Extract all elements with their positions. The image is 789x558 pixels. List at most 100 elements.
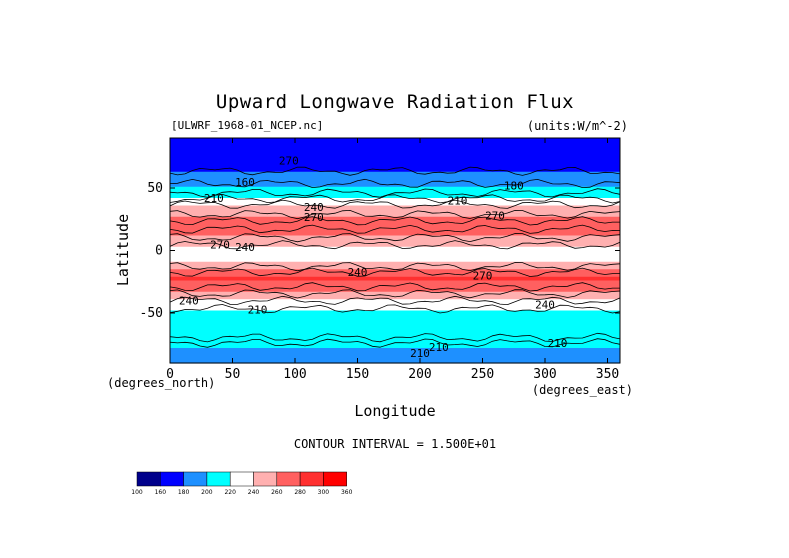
contour-line <box>169 233 621 243</box>
color-band <box>170 336 620 342</box>
contour-lines <box>169 166 621 348</box>
contour-label: 210 <box>429 341 449 354</box>
color-band <box>170 216 620 222</box>
colorbar-label: 220 <box>224 489 236 496</box>
color-band <box>170 288 620 293</box>
color-band <box>170 239 620 244</box>
color-band <box>170 333 620 338</box>
color-band <box>170 149 620 154</box>
colorbar-label: 280 <box>294 489 306 496</box>
colorbar-label: 180 <box>178 489 190 496</box>
color-band <box>170 179 620 184</box>
colorbar-label: 240 <box>248 489 260 496</box>
contour-line <box>169 224 621 234</box>
contour-label: 210 <box>248 303 268 316</box>
color-band <box>170 318 620 323</box>
y-unit-label: (degrees_north) <box>107 376 215 390</box>
colorbar-label: 160 <box>155 489 167 496</box>
colorbar-label: 300 <box>318 489 330 496</box>
color-band <box>170 250 620 255</box>
colorbar-label: 100 <box>131 489 143 496</box>
contour-label: 270 <box>210 238 230 251</box>
x-tick-label: 350 <box>596 367 619 382</box>
color-band <box>170 156 620 162</box>
y-tick-label: 0 <box>155 244 163 259</box>
color-band <box>170 295 620 300</box>
color-band <box>170 175 620 180</box>
colorbar-swatch <box>253 471 278 487</box>
color-band <box>170 329 620 334</box>
colorbar-label: 260 <box>271 489 283 496</box>
color-band <box>170 235 620 240</box>
contour-label: 210 <box>204 192 224 205</box>
color-band <box>170 265 620 270</box>
contour-line <box>169 209 621 220</box>
colorbar-swatch <box>229 471 254 487</box>
color-band <box>170 276 620 282</box>
units-label: (units:W/m^-2) <box>527 119 628 133</box>
colorbar-swatch <box>183 471 208 487</box>
contour-line <box>169 338 621 348</box>
x-unit-label: (degrees_east) <box>532 383 633 397</box>
contour-line <box>169 178 621 189</box>
color-band <box>170 273 620 278</box>
y-axis: -50 0 50 <box>140 181 620 321</box>
color-band <box>170 164 620 169</box>
colorbar-swatch <box>136 471 161 487</box>
contour-label: 240 <box>179 295 199 308</box>
contour-line <box>169 193 621 204</box>
contour-line <box>169 262 621 272</box>
contour-line <box>169 295 621 306</box>
contour-label: 160 <box>235 176 255 189</box>
colorbar-swatch <box>206 471 231 487</box>
contour-label: 240 <box>348 266 368 279</box>
contour-line <box>169 332 621 343</box>
color-band <box>170 145 620 150</box>
color-band <box>170 186 620 192</box>
x-tick-label: 0 <box>166 367 174 382</box>
colorbar-swatch <box>323 471 347 487</box>
x-tick-label: 100 <box>283 367 306 382</box>
contour-label: 270 <box>304 211 324 224</box>
contour-label: 210 <box>448 195 468 208</box>
color-band <box>170 224 620 229</box>
x-tick-label: 250 <box>471 367 494 382</box>
y-axis-label: Latitude <box>114 214 132 286</box>
color-band <box>170 183 620 188</box>
color-band <box>170 228 620 233</box>
colorbar-swatch <box>299 471 324 487</box>
color-band <box>170 153 620 158</box>
color-band <box>170 291 620 297</box>
color-band <box>170 201 620 207</box>
color-band <box>170 205 620 210</box>
color-band <box>170 160 620 165</box>
colorbar-swatch <box>276 471 301 487</box>
color-band <box>170 344 620 349</box>
x-tick-label: 150 <box>346 367 369 382</box>
color-band <box>170 306 620 312</box>
color-band <box>170 141 620 147</box>
colorbar: 100 160 180 200 220 240 260 280 300 360 <box>131 471 353 496</box>
contour-label: 180 <box>504 180 524 193</box>
color-band <box>170 351 620 357</box>
contour-line <box>169 166 621 176</box>
contour-label: 240 <box>235 241 255 254</box>
color-band <box>170 348 620 353</box>
contour-label: 240 <box>304 201 324 214</box>
color-band <box>170 243 620 248</box>
contour-line <box>169 240 621 250</box>
dataset-label: [ULWRF_1968-01_NCEP.nc] <box>171 119 323 132</box>
color-band <box>170 254 620 259</box>
color-band <box>170 325 620 330</box>
x-tick-label: 50 <box>225 367 241 382</box>
contour-label: 210 <box>548 337 568 350</box>
contour-line <box>169 304 621 314</box>
color-band <box>170 213 620 218</box>
color-band <box>170 359 620 364</box>
x-axis: 0 50 100 150 200 250 300 350 <box>166 138 619 382</box>
color-band <box>170 321 620 327</box>
contour-line <box>169 199 621 209</box>
